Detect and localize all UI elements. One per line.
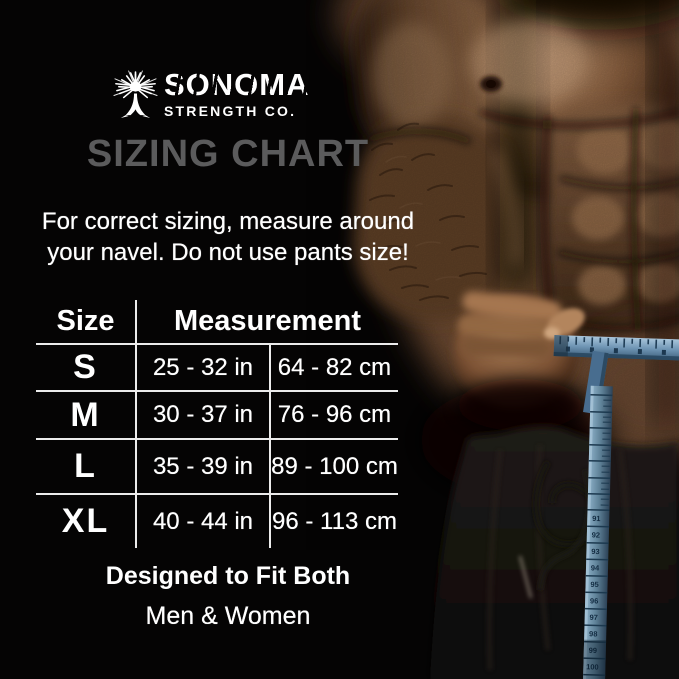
svg-text:95: 95 — [590, 580, 599, 589]
brand-name: SONOMA — [164, 67, 310, 102]
svg-text:93: 93 — [591, 547, 600, 556]
measuring-tape-horizontal — [553, 335, 679, 361]
column-header-measurement: Measurement — [137, 300, 398, 345]
size-cell-xl: XL — [36, 495, 137, 548]
footer-designed-line: Designed to Fit Both — [105, 562, 351, 590]
instruction-text: For correct sizing, measure around your … — [0, 206, 456, 268]
cm-cell-l: 89 - 100 cm — [271, 440, 398, 495]
svg-text:91: 91 — [592, 514, 601, 523]
pants — [430, 426, 679, 679]
cm-cell-m: 76 - 96 cm — [271, 392, 398, 440]
brand-logo: SONOMA STRENGTH CO. — [112, 67, 310, 119]
tape-numbers: 91 92 93 94 95 96 97 98 99 100 — [586, 514, 601, 672]
instruction-line-1: For correct sizing, measure around — [41, 208, 415, 235]
inches-cell-l: 35 - 39 in — [137, 440, 271, 495]
svg-text:96: 96 — [590, 596, 599, 605]
column-header-size: Size — [36, 300, 137, 345]
tape-fold — [583, 350, 609, 415]
instruction-line-2: your navel. Do not use pants size! — [47, 239, 409, 266]
page-title: SIZING CHART — [86, 133, 370, 175]
svg-text:100: 100 — [586, 662, 599, 671]
svg-text:99: 99 — [589, 646, 598, 655]
cm-cell-s: 64 - 82 cm — [271, 345, 398, 392]
oak-tree-icon — [113, 70, 158, 118]
svg-text:94: 94 — [591, 563, 600, 572]
brand-subtitle: STRENGTH CO. — [164, 103, 297, 119]
svg-text:98: 98 — [589, 629, 598, 638]
footer-audience-line: Men & Women — [145, 602, 311, 630]
hand — [454, 291, 585, 431]
cm-cell-xl: 96 - 113 cm — [272, 507, 397, 535]
size-cell-l: L — [36, 440, 137, 495]
measuring-tape-vertical: 91 92 93 94 95 96 97 98 99 100 — [583, 385, 613, 679]
size-cell-s: S — [36, 345, 137, 392]
inches-cell-m: 30 - 37 in — [137, 392, 271, 440]
sizing-table: Size Measurement S 25 - 32 in 64 - 82 cm… — [36, 300, 398, 548]
size-cell-m: M — [36, 392, 137, 440]
inches-cell-xl: 40 - 44 in — [137, 495, 271, 548]
inches-cell-s: 25 - 32 in — [137, 345, 271, 392]
svg-text:92: 92 — [592, 530, 601, 539]
svg-text:97: 97 — [589, 613, 598, 622]
